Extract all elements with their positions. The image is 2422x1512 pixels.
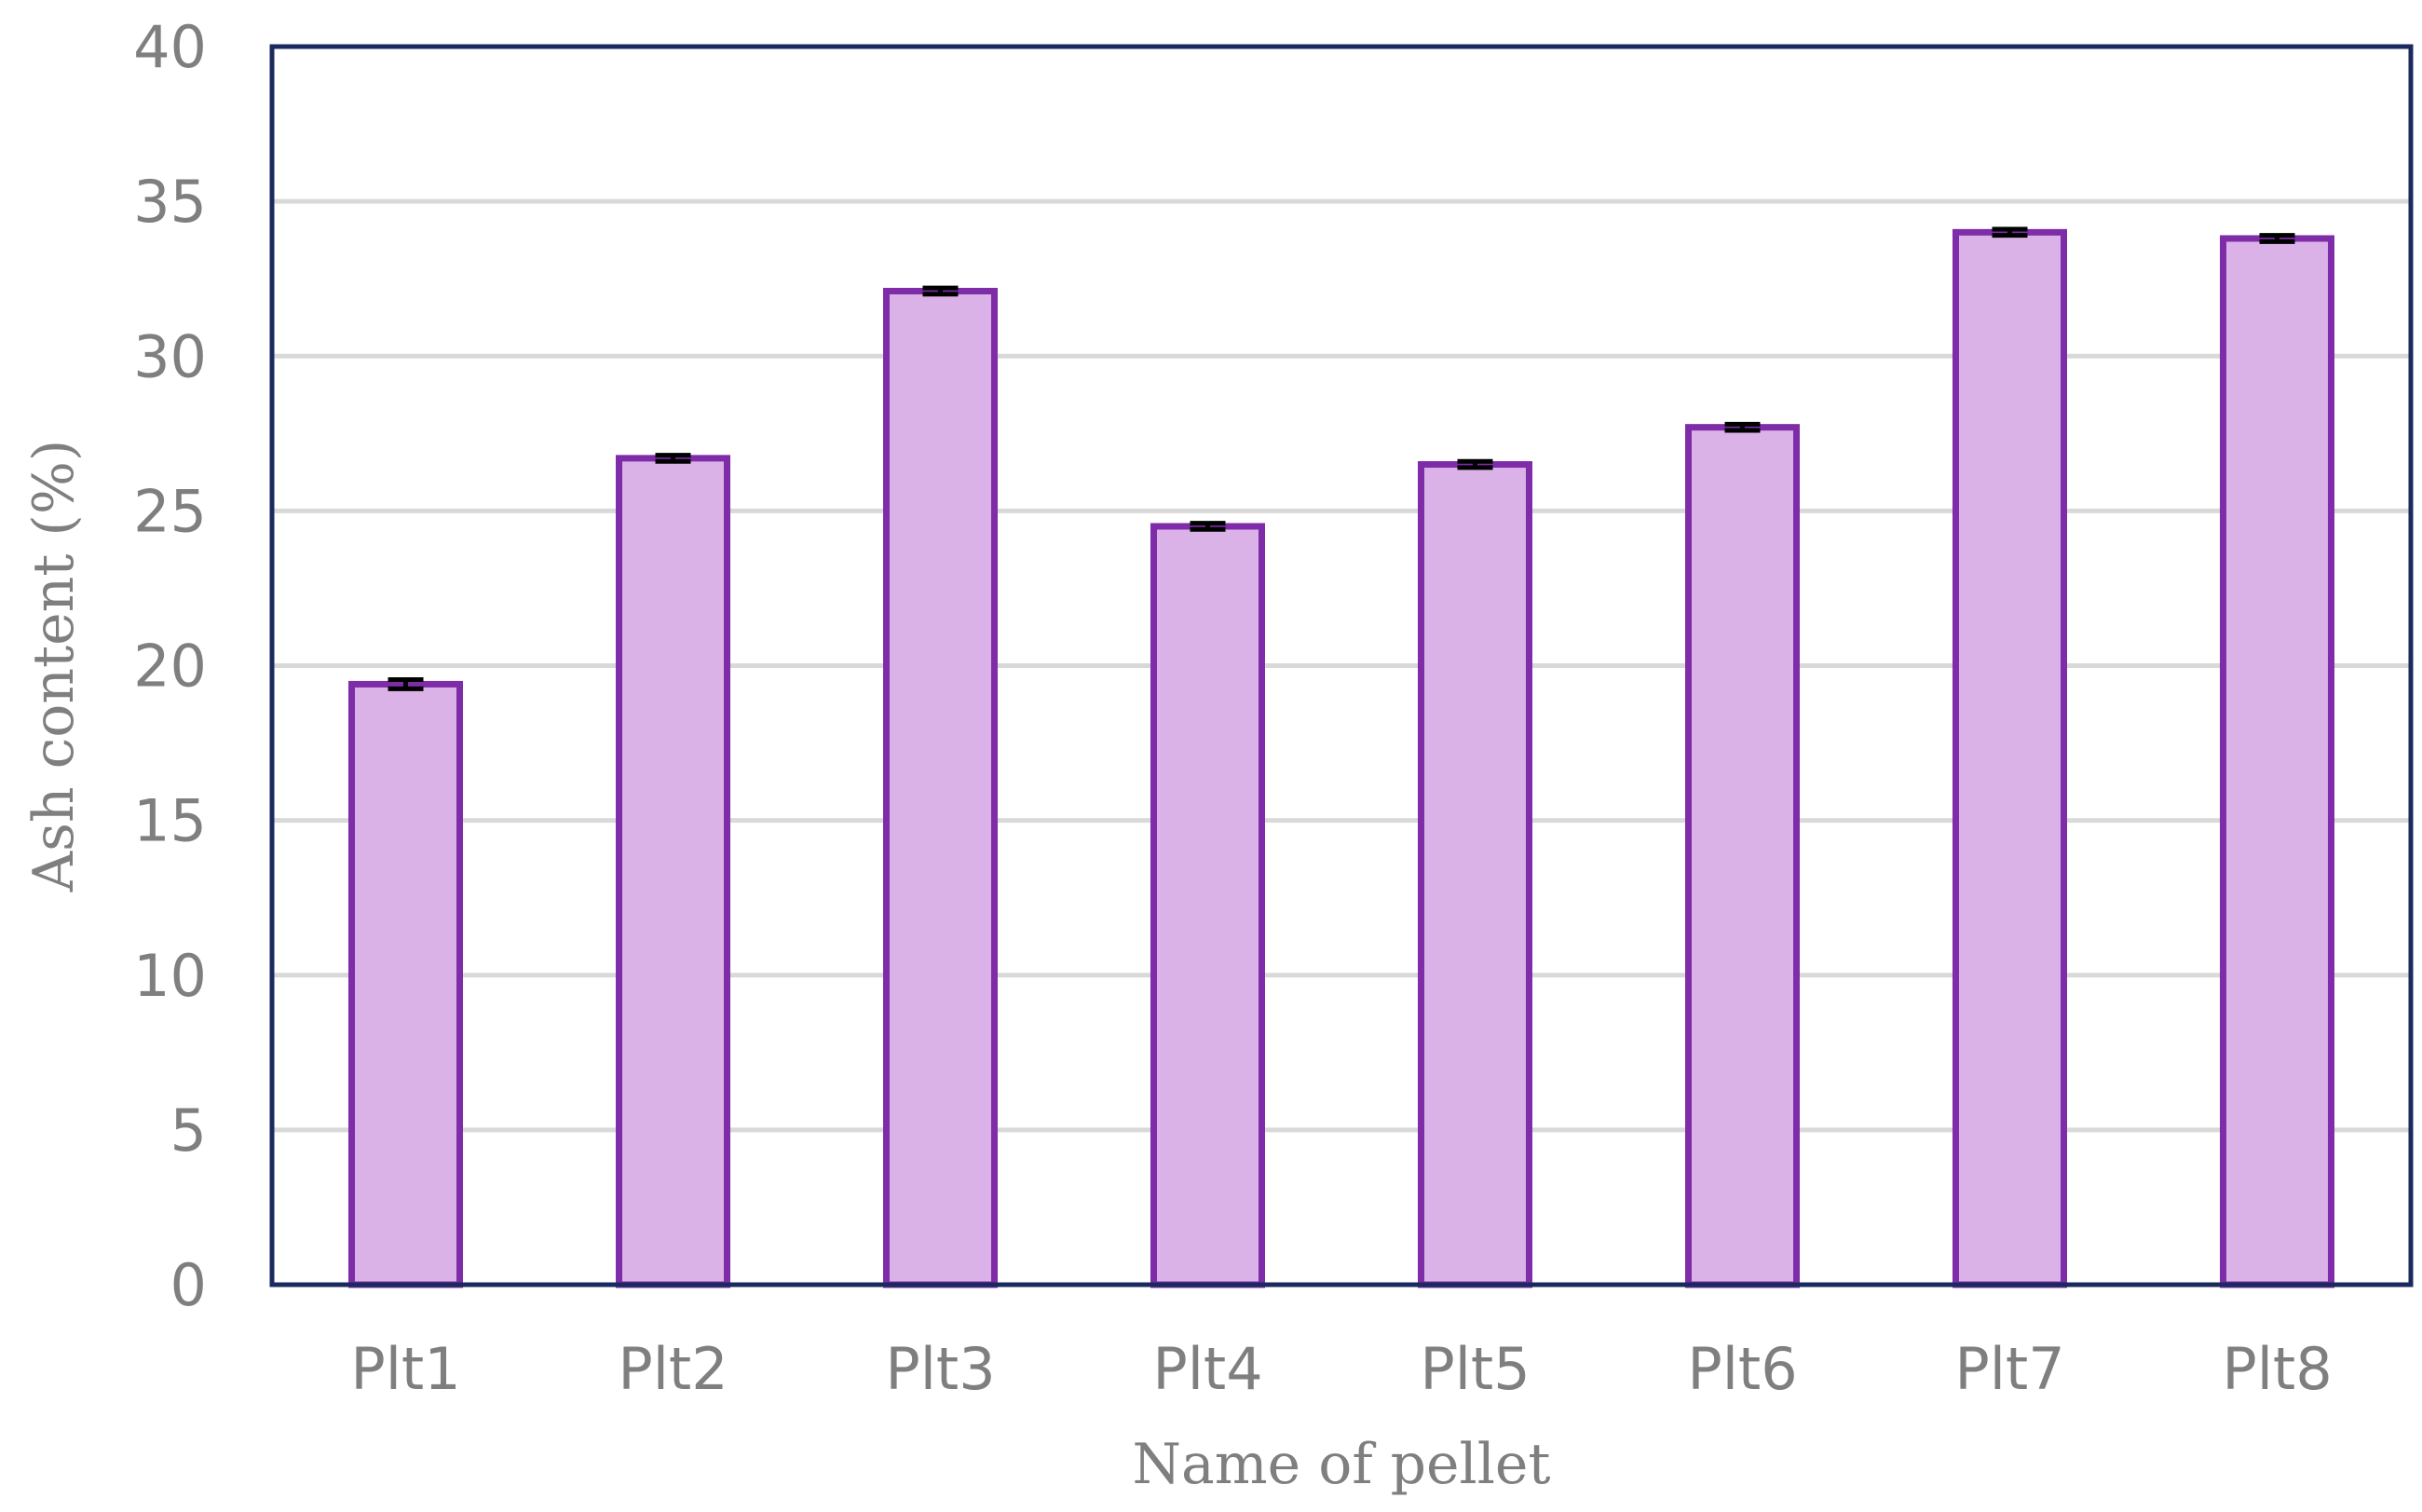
y-tick-label: 25: [133, 477, 207, 545]
bars: [348, 228, 2334, 1288]
error-bar-plt4: [1190, 521, 1226, 532]
y-tick-label: 40: [133, 13, 207, 81]
y-tick-label: 30: [133, 322, 207, 390]
x-tick-label: Plt3: [885, 1335, 995, 1403]
y-tick-label: 0: [170, 1251, 207, 1319]
x-tick-label: Plt1: [350, 1335, 460, 1403]
error-bar-plt7: [1992, 226, 2028, 238]
error-bar-plt6: [1724, 421, 1761, 433]
bar-plt2: [616, 455, 730, 1288]
x-tick-label: Plt2: [618, 1335, 728, 1403]
bar-plt8: [2220, 235, 2334, 1288]
error-bar-plt8: [2259, 233, 2295, 244]
y-tick-label: 15: [133, 787, 207, 855]
bar-plt6: [1685, 424, 1800, 1288]
error-bar-plt5: [1457, 458, 1493, 470]
error-bars: [388, 226, 2295, 691]
x-tick-label: Plt6: [1687, 1335, 1797, 1403]
x-axis-title: Name of pellet: [1132, 1432, 1550, 1497]
error-bar-plt3: [922, 285, 959, 297]
bar-plt3: [883, 287, 998, 1288]
x-tick-labels: Plt1 Plt2 Plt3 Plt4 Plt5 Plt6 Plt7 Plt8: [350, 1335, 2332, 1403]
plot-frame: [269, 44, 2414, 1287]
y-tick-label: 5: [170, 1097, 207, 1165]
y-tick-label: 20: [133, 633, 207, 701]
y-tick-labels: 0 5 10 15 20 25 30 35 40: [133, 13, 207, 1319]
gridlines: [272, 198, 2411, 1133]
bar-plt7: [1953, 228, 2067, 1288]
x-tick-label: Plt7: [1954, 1335, 2064, 1403]
y-axis-title: Ash content (%): [21, 440, 87, 892]
y-tick-label: 10: [133, 942, 207, 1010]
bar-plt5: [1418, 461, 1532, 1288]
x-tick-label: Plt5: [1420, 1335, 1530, 1403]
error-bar-plt1: [388, 676, 424, 691]
bar-plt1: [348, 680, 463, 1288]
bar-plt4: [1150, 523, 1265, 1288]
error-bar-plt2: [655, 453, 691, 464]
y-tick-label: 35: [133, 168, 207, 236]
x-tick-label: Plt4: [1152, 1335, 1262, 1403]
x-tick-label: Plt8: [2222, 1335, 2332, 1403]
